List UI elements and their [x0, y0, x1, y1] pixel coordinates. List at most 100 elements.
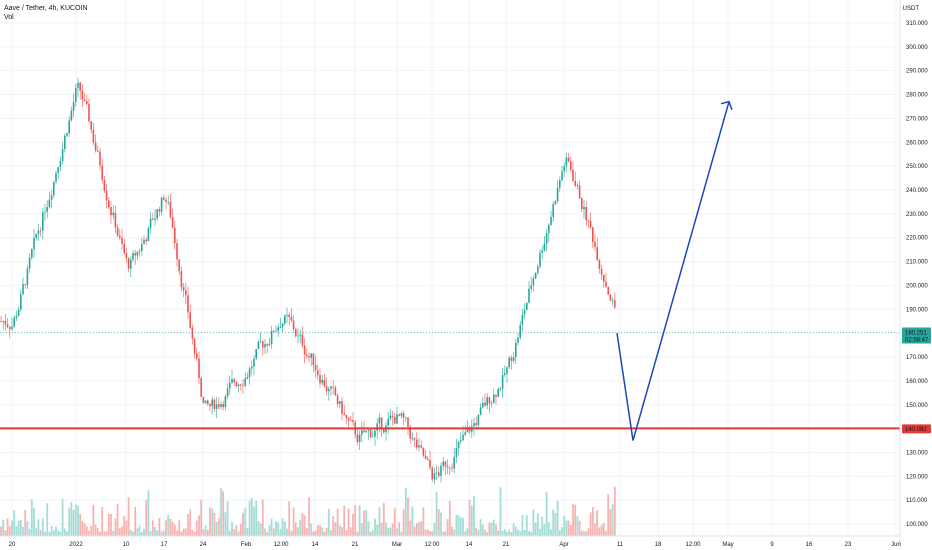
candle-body-77: [169, 201, 172, 217]
candle-body-85: [187, 295, 189, 313]
volume-bar-71: [156, 530, 159, 536]
candle-body-121: [266, 344, 268, 346]
volume-bar-178: [391, 523, 394, 536]
candle-body-162: [356, 434, 359, 442]
candle-body-246: [541, 250, 543, 253]
candle-body-57: [125, 253, 128, 259]
projection-path[interactable]: [616, 101, 730, 441]
candle-body-92: [202, 396, 205, 404]
volume-bar-260: [572, 503, 574, 536]
volume-bar-164: [360, 523, 363, 536]
volume-bar-186: [409, 520, 412, 536]
candle-body-165: [363, 430, 365, 433]
candle-body-104: [229, 382, 231, 389]
candle-body-32: [70, 110, 73, 121]
candle-body-36: [79, 82, 81, 91]
volume-bar-160: [352, 513, 354, 536]
volume-bar-264: [580, 530, 583, 536]
volume-bar-8: [17, 520, 20, 536]
candle-body-157: [345, 414, 348, 419]
volume-bar-83: [182, 528, 185, 536]
volume-bar-129: [283, 521, 286, 536]
volume-bar-251: [552, 509, 555, 536]
volume-bar-200: [440, 512, 442, 536]
volume-bar-235: [517, 529, 519, 536]
volume-bar-75: [165, 520, 167, 536]
time-tick-label: 17: [161, 542, 168, 548]
volume-bar-210: [462, 517, 464, 536]
candle-body-129: [284, 315, 286, 324]
volume-bar-19: [41, 518, 44, 536]
candle-body-196: [431, 467, 433, 480]
candle-body-95: [209, 403, 211, 407]
volume-bar-156: [343, 505, 346, 536]
candle-body-124: [273, 331, 275, 332]
volume-bar-180: [396, 528, 398, 536]
volume-bar-44: [96, 528, 99, 536]
volume-bar-278: [611, 504, 614, 536]
candle-body-65: [143, 239, 145, 245]
candle-body-15: [33, 237, 35, 250]
symbol-title[interactable]: Aave / Tether, 4h, KUCOIN: [4, 5, 88, 12]
candle-body-189: [416, 439, 418, 448]
time-tick-label: Apr: [559, 542, 568, 548]
volume-bar-58: [127, 497, 130, 536]
candle-body-112: [246, 377, 249, 379]
price-tick-label: 100.000: [906, 522, 928, 528]
volume-bar-2: [4, 530, 7, 536]
candle-body-34: [75, 87, 77, 103]
volume-bar-30: [66, 531, 68, 536]
volume-bar-114: [250, 497, 253, 536]
candle-body-74: [163, 197, 165, 200]
candle-body-152: [334, 387, 337, 396]
volume-bar-112: [246, 528, 249, 536]
volume-bar-54: [118, 528, 121, 536]
candle-body-146: [321, 379, 323, 384]
volume-bar-46: [101, 507, 104, 536]
candle-body-138: [303, 345, 306, 355]
volume-bar-92: [202, 529, 205, 536]
candle-body-123: [270, 331, 273, 344]
volume-bar-261: [574, 504, 577, 536]
price-axis[interactable]: 310.000 300.000 290.000 280.000 270.000 260.0…: [899, 0, 928, 550]
candle-body-133: [292, 320, 295, 330]
volume-bar-259: [569, 525, 572, 536]
volume-bar-78: [171, 521, 174, 536]
time-axis[interactable]: 20 2022 10 17 24 Feb 12:00 14 21 Mar 12:00 14 21 Apr 1…: [0, 535, 901, 548]
volume-bar-247: [543, 524, 546, 536]
candle-body-118: [259, 341, 262, 343]
volume-bar-140: [308, 497, 310, 536]
candle-body-148: [325, 386, 328, 392]
candle-body-212: [466, 427, 469, 433]
candle-body-97: [213, 399, 216, 409]
time-tick-label: 12:00: [273, 542, 289, 548]
candle-body-136: [299, 334, 301, 336]
candle-body-239: [526, 302, 528, 310]
candle-body-180: [396, 414, 398, 424]
volume-bar-149: [327, 508, 330, 536]
volume-bar-279: [613, 486, 616, 536]
volume-bar-144: [316, 525, 319, 536]
volume-bar-22: [48, 531, 51, 536]
candle-body-139: [306, 354, 308, 357]
volume-bar-263: [578, 520, 581, 536]
time-tick-label: 21: [503, 542, 510, 548]
level-price-badge: 140.082: [902, 424, 931, 434]
volume-bar-87: [191, 529, 194, 536]
volume-bar-32: [70, 502, 73, 536]
volume-bar-242: [532, 509, 535, 536]
candle-body-103: [226, 388, 229, 397]
volume-bar-113: [248, 500, 251, 536]
candle-body-144: [317, 370, 319, 376]
volume-bar-216: [475, 528, 478, 536]
candle-body-13: [28, 257, 31, 269]
candle-body-169: [372, 436, 374, 438]
candle-body-265: [583, 206, 585, 210]
candle-body-143: [314, 364, 317, 371]
volume-bar-125: [275, 521, 277, 536]
volume-bar-56: [123, 515, 126, 536]
volume-bar-190: [418, 522, 420, 536]
time-tick-label: 11: [617, 542, 624, 548]
volume-bar-117: [257, 521, 260, 536]
